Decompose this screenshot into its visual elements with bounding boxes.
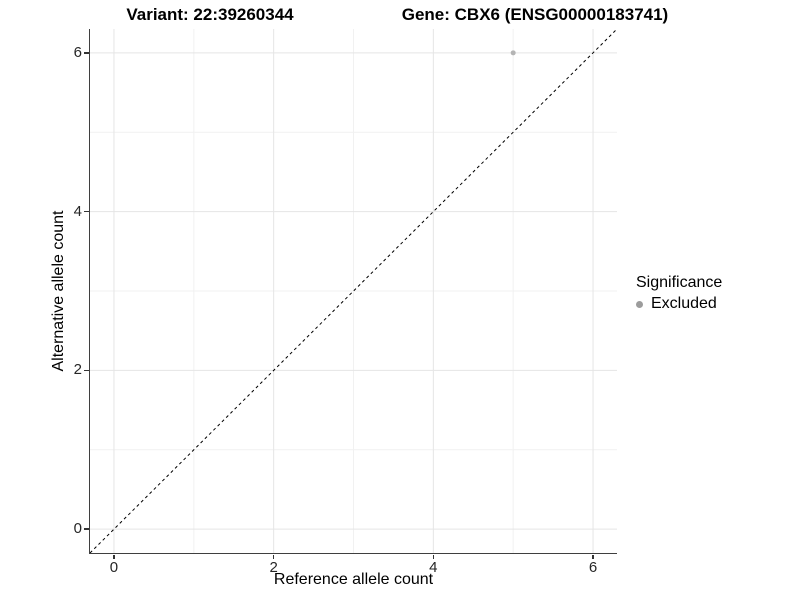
y-tick-mark xyxy=(84,528,89,530)
plot-title-variant: Variant: 22:39260344 xyxy=(126,5,294,24)
legend-item-label: Excluded xyxy=(651,295,717,312)
x-axis-title: Reference allele count xyxy=(273,571,434,588)
legend-item-excluded: Excluded xyxy=(636,295,722,313)
legend: Significance Excluded xyxy=(636,273,722,313)
x-tick-label: 2 xyxy=(269,558,278,576)
x-tick-label: 4 xyxy=(429,558,438,576)
plot-canvas xyxy=(89,29,617,553)
y-tick-label: 0 xyxy=(73,520,82,538)
y-tick-mark xyxy=(84,52,89,54)
x-tick-mark xyxy=(432,554,435,559)
y-tick-label: 2 xyxy=(73,361,82,379)
identity-dashed-line xyxy=(89,29,617,553)
y-tick-label: 6 xyxy=(73,43,82,61)
plot-panel xyxy=(88,29,617,554)
y-axis-title: Alternative allele count xyxy=(50,210,67,372)
y-tick-label: 4 xyxy=(73,202,82,220)
legend-point-icon xyxy=(636,300,643,308)
x-tick-mark xyxy=(113,554,115,559)
plot-title-gene: Gene: CBX6 (ENSG00000183741) xyxy=(401,5,669,24)
y-tick-mark xyxy=(84,210,89,213)
x-tick-label: 0 xyxy=(109,558,119,576)
x-tick-label: 6 xyxy=(588,558,598,576)
data-point-excluded xyxy=(510,50,516,56)
x-tick-mark xyxy=(592,554,594,559)
legend-title: Significance xyxy=(636,274,723,291)
x-tick-mark xyxy=(272,554,275,559)
y-tick-mark xyxy=(84,369,89,372)
